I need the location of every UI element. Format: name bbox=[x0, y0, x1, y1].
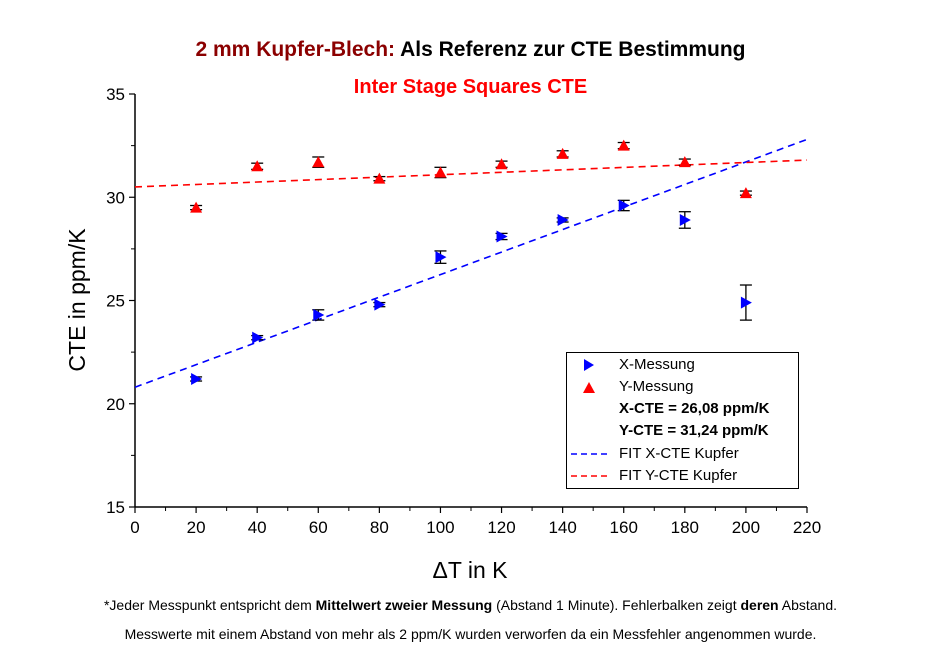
legend-label-fit-y: FIT Y-CTE Kupfer bbox=[619, 467, 738, 484]
y-point bbox=[251, 160, 264, 172]
x-tick-label: 80 bbox=[370, 518, 389, 537]
y-tick-label: 25 bbox=[106, 292, 125, 311]
y-point bbox=[434, 166, 447, 178]
x-point bbox=[313, 308, 325, 321]
x-point bbox=[252, 331, 264, 344]
scatter-chart: 0 20 40 60 80 100 120 140 160 180 200 220 15 20 25 30 35… bbox=[64, 85, 821, 583]
x-point bbox=[435, 251, 447, 264]
x-tick-label: 20 bbox=[187, 518, 206, 537]
x-point bbox=[374, 298, 386, 311]
x-tick-label: 0 bbox=[130, 518, 139, 537]
legend-label-y: Y-Messung bbox=[619, 378, 694, 395]
x-tick-label: 200 bbox=[732, 518, 760, 537]
legend-label-fit-x: FIT X-CTE Kupfer bbox=[619, 445, 739, 462]
footnote-line-1: *Jeder Messpunkt entspricht dem Mittelwe… bbox=[0, 597, 941, 613]
chart-title: 2 mm Kupfer-Blech: Als Referenz zur CTE … bbox=[0, 38, 941, 62]
footnote-line-2: Messwerte mit einem Abstand von mehr als… bbox=[124, 626, 817, 642]
x-tick-label: 100 bbox=[426, 518, 454, 537]
x-tick-label: 220 bbox=[793, 518, 821, 537]
x-point bbox=[618, 199, 630, 212]
y-point bbox=[556, 147, 569, 159]
y-point bbox=[312, 156, 325, 168]
y-tick-label: 15 bbox=[106, 498, 125, 517]
axes: 0 20 40 60 80 100 120 140 160 180 200 220 15 20 25 30 35 bbox=[106, 85, 821, 537]
y-point bbox=[373, 172, 386, 184]
y-point bbox=[678, 156, 691, 168]
x-point bbox=[557, 213, 569, 226]
chart-title-part2: Als Referenz zur CTE Bestimmung bbox=[395, 38, 746, 61]
x-point bbox=[496, 230, 508, 243]
x-tick-label: 140 bbox=[548, 518, 576, 537]
triangle-right-icon bbox=[584, 359, 594, 371]
footnote-text-c: (Abstand 1 Minute). Fehlerbalken zeigt bbox=[492, 597, 741, 613]
x-cte-value: X-CTE = 26,08 ppm/K bbox=[619, 400, 770, 417]
y-point bbox=[495, 158, 508, 170]
y-tick-label: 30 bbox=[106, 188, 125, 207]
fit-line bbox=[134, 138, 808, 388]
footnote-text-a: *Jeder Messpunkt entspricht dem bbox=[103, 597, 316, 613]
x-point bbox=[740, 296, 752, 309]
y-point bbox=[190, 201, 203, 213]
fit-lines bbox=[134, 138, 808, 388]
fit-line bbox=[134, 159, 808, 188]
triangle-up-icon bbox=[583, 382, 595, 393]
footnote-text-e: Abstand. bbox=[778, 597, 837, 613]
x-axis-label: ΔT in K bbox=[432, 557, 508, 583]
x-tick-label: 160 bbox=[610, 518, 638, 537]
y-axis-label: CTE in ppm/K bbox=[64, 228, 90, 372]
x-tick-label: 180 bbox=[671, 518, 699, 537]
x-tick-label: 120 bbox=[487, 518, 515, 537]
legend-label-x: X-Messung bbox=[619, 356, 695, 373]
y-cte-value: Y-CTE = 31,24 ppm/K bbox=[619, 422, 769, 439]
x-tick-label: 60 bbox=[309, 518, 328, 537]
chart-subtitle: Inter Stage Squares CTE bbox=[353, 76, 588, 98]
legend: X-Messung Y-Messung X-CTE = 26,08 ppm/K … bbox=[566, 352, 799, 489]
y-point bbox=[739, 187, 752, 199]
x-tick-label: 40 bbox=[248, 518, 267, 537]
y-tick-label: 20 bbox=[106, 395, 125, 414]
dashed-line-icon bbox=[571, 453, 607, 455]
data-points bbox=[190, 139, 752, 385]
dashed-line-icon bbox=[571, 475, 607, 477]
y-point bbox=[617, 139, 630, 151]
footnote-text-b: Mittelwert zweier Messung bbox=[315, 597, 493, 613]
x-point bbox=[191, 372, 203, 385]
chart-title-part1: 2 mm Kupfer-Blech: bbox=[195, 38, 396, 61]
y-tick-label: 35 bbox=[106, 85, 125, 104]
footnote-text-d: deren bbox=[740, 597, 779, 613]
x-point bbox=[679, 213, 691, 226]
